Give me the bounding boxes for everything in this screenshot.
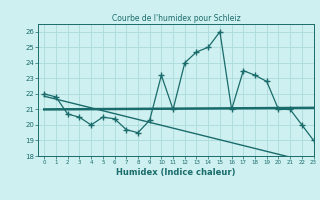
Title: Courbe de l'humidex pour Schleiz: Courbe de l'humidex pour Schleiz [112, 14, 240, 23]
X-axis label: Humidex (Indice chaleur): Humidex (Indice chaleur) [116, 168, 236, 177]
